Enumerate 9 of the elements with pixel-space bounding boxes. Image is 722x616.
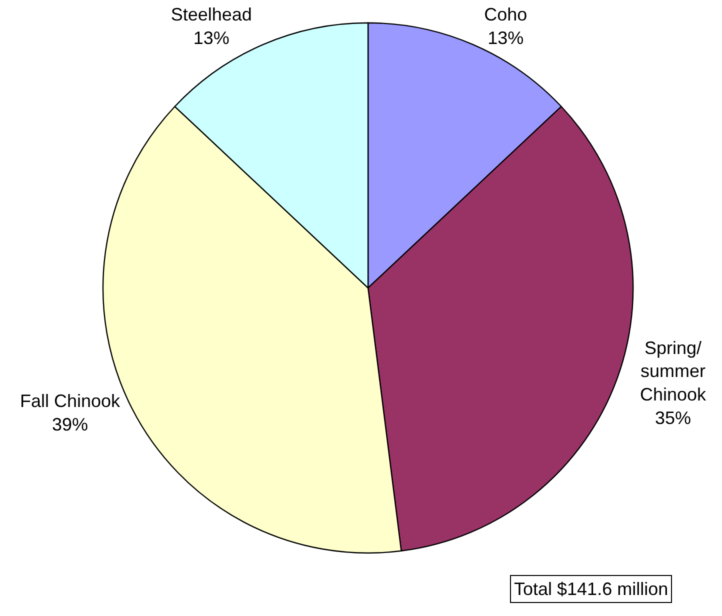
text: Total $141.6 million <box>514 579 668 599</box>
slice-label: Spring/ summer Chinook <box>640 338 708 405</box>
slice-label: Fall Chinook <box>20 391 122 412</box>
data-label: 13% <box>193 28 230 48</box>
data-label: 13% <box>488 28 524 48</box>
data-label: 35% <box>654 408 692 428</box>
slice-label: Coho <box>484 4 528 25</box>
data-label: 39% <box>52 414 88 434</box>
slice-label: Steelhead <box>170 4 252 25</box>
